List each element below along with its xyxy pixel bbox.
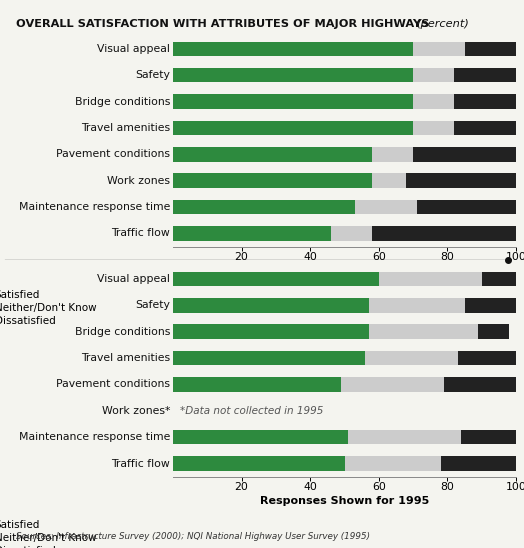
Text: Travel amenities: Travel amenities xyxy=(81,123,170,133)
Text: Traffic flow: Traffic flow xyxy=(112,459,170,469)
Text: Work zones*: Work zones* xyxy=(102,406,170,416)
Text: Visual appeal: Visual appeal xyxy=(97,44,170,54)
Bar xyxy=(173,173,372,188)
Bar xyxy=(441,456,516,471)
Bar xyxy=(413,147,516,162)
X-axis label: Responses Shown for 2000: Responses Shown for 2000 xyxy=(260,266,429,276)
Bar xyxy=(372,147,413,162)
Bar xyxy=(173,68,413,82)
Bar xyxy=(341,377,444,392)
X-axis label: Responses Shown for 1995: Responses Shown for 1995 xyxy=(260,496,429,506)
Text: *Data not collected in 1995: *Data not collected in 1995 xyxy=(180,406,323,416)
Legend: Satisfied, Neither/Don't Know, Dissatisfied: Satisfied, Neither/Don't Know, Dissatisf… xyxy=(0,520,96,548)
Text: Maintenance response time: Maintenance response time xyxy=(19,432,170,442)
Bar xyxy=(173,456,345,471)
Bar xyxy=(413,68,454,82)
Bar xyxy=(368,324,478,339)
Bar xyxy=(454,94,516,109)
Bar xyxy=(413,42,465,56)
Bar xyxy=(173,298,368,312)
Bar xyxy=(372,173,406,188)
Bar xyxy=(173,147,372,162)
Bar xyxy=(454,121,516,135)
Bar xyxy=(406,173,516,188)
Text: Bridge conditions: Bridge conditions xyxy=(75,327,170,336)
Bar xyxy=(331,226,372,241)
Bar xyxy=(348,430,461,444)
Bar xyxy=(173,226,331,241)
Bar xyxy=(478,324,509,339)
Bar xyxy=(173,430,348,444)
Text: Safety: Safety xyxy=(135,70,170,80)
Legend: Satisfied, Neither/Don't Know, Dissatisfied: Satisfied, Neither/Don't Know, Dissatisf… xyxy=(0,290,96,326)
Bar xyxy=(173,200,355,214)
Bar xyxy=(465,298,516,312)
Bar xyxy=(173,324,368,339)
Text: Bridge conditions: Bridge conditions xyxy=(75,96,170,106)
Bar xyxy=(413,94,454,109)
Text: Travel amenities: Travel amenities xyxy=(81,353,170,363)
Text: Traffic flow: Traffic flow xyxy=(112,229,170,238)
Text: Pavement conditions: Pavement conditions xyxy=(56,379,170,390)
Text: Maintenance response time: Maintenance response time xyxy=(19,202,170,212)
Bar xyxy=(173,351,365,366)
Bar xyxy=(368,298,465,312)
Bar xyxy=(173,272,379,286)
Bar xyxy=(458,351,516,366)
Bar xyxy=(173,377,341,392)
Text: (percent): (percent) xyxy=(417,19,470,29)
Text: Work zones: Work zones xyxy=(107,176,170,186)
Bar xyxy=(461,430,516,444)
Bar xyxy=(173,121,413,135)
Text: Pavement conditions: Pavement conditions xyxy=(56,149,170,159)
Bar xyxy=(444,377,516,392)
Bar xyxy=(355,200,417,214)
Bar xyxy=(454,68,516,82)
Text: Safety: Safety xyxy=(135,300,170,310)
Text: OVERALL SATISFACTION WITH ATTRIBUTES OF MAJOR HIGHWAYS: OVERALL SATISFACTION WITH ATTRIBUTES OF … xyxy=(16,19,433,29)
Bar xyxy=(417,200,516,214)
Bar xyxy=(465,42,516,56)
Bar xyxy=(365,351,458,366)
Bar xyxy=(345,456,441,471)
Text: Visual appeal: Visual appeal xyxy=(97,274,170,284)
Bar xyxy=(482,272,516,286)
Bar xyxy=(173,94,413,109)
Bar xyxy=(379,272,482,286)
Bar xyxy=(413,121,454,135)
Bar xyxy=(372,226,516,241)
Bar xyxy=(173,42,413,56)
Text: Sources: Infrastructure Survey (2000); NQI National Highway User Survey (1995): Sources: Infrastructure Survey (2000); N… xyxy=(16,533,370,541)
